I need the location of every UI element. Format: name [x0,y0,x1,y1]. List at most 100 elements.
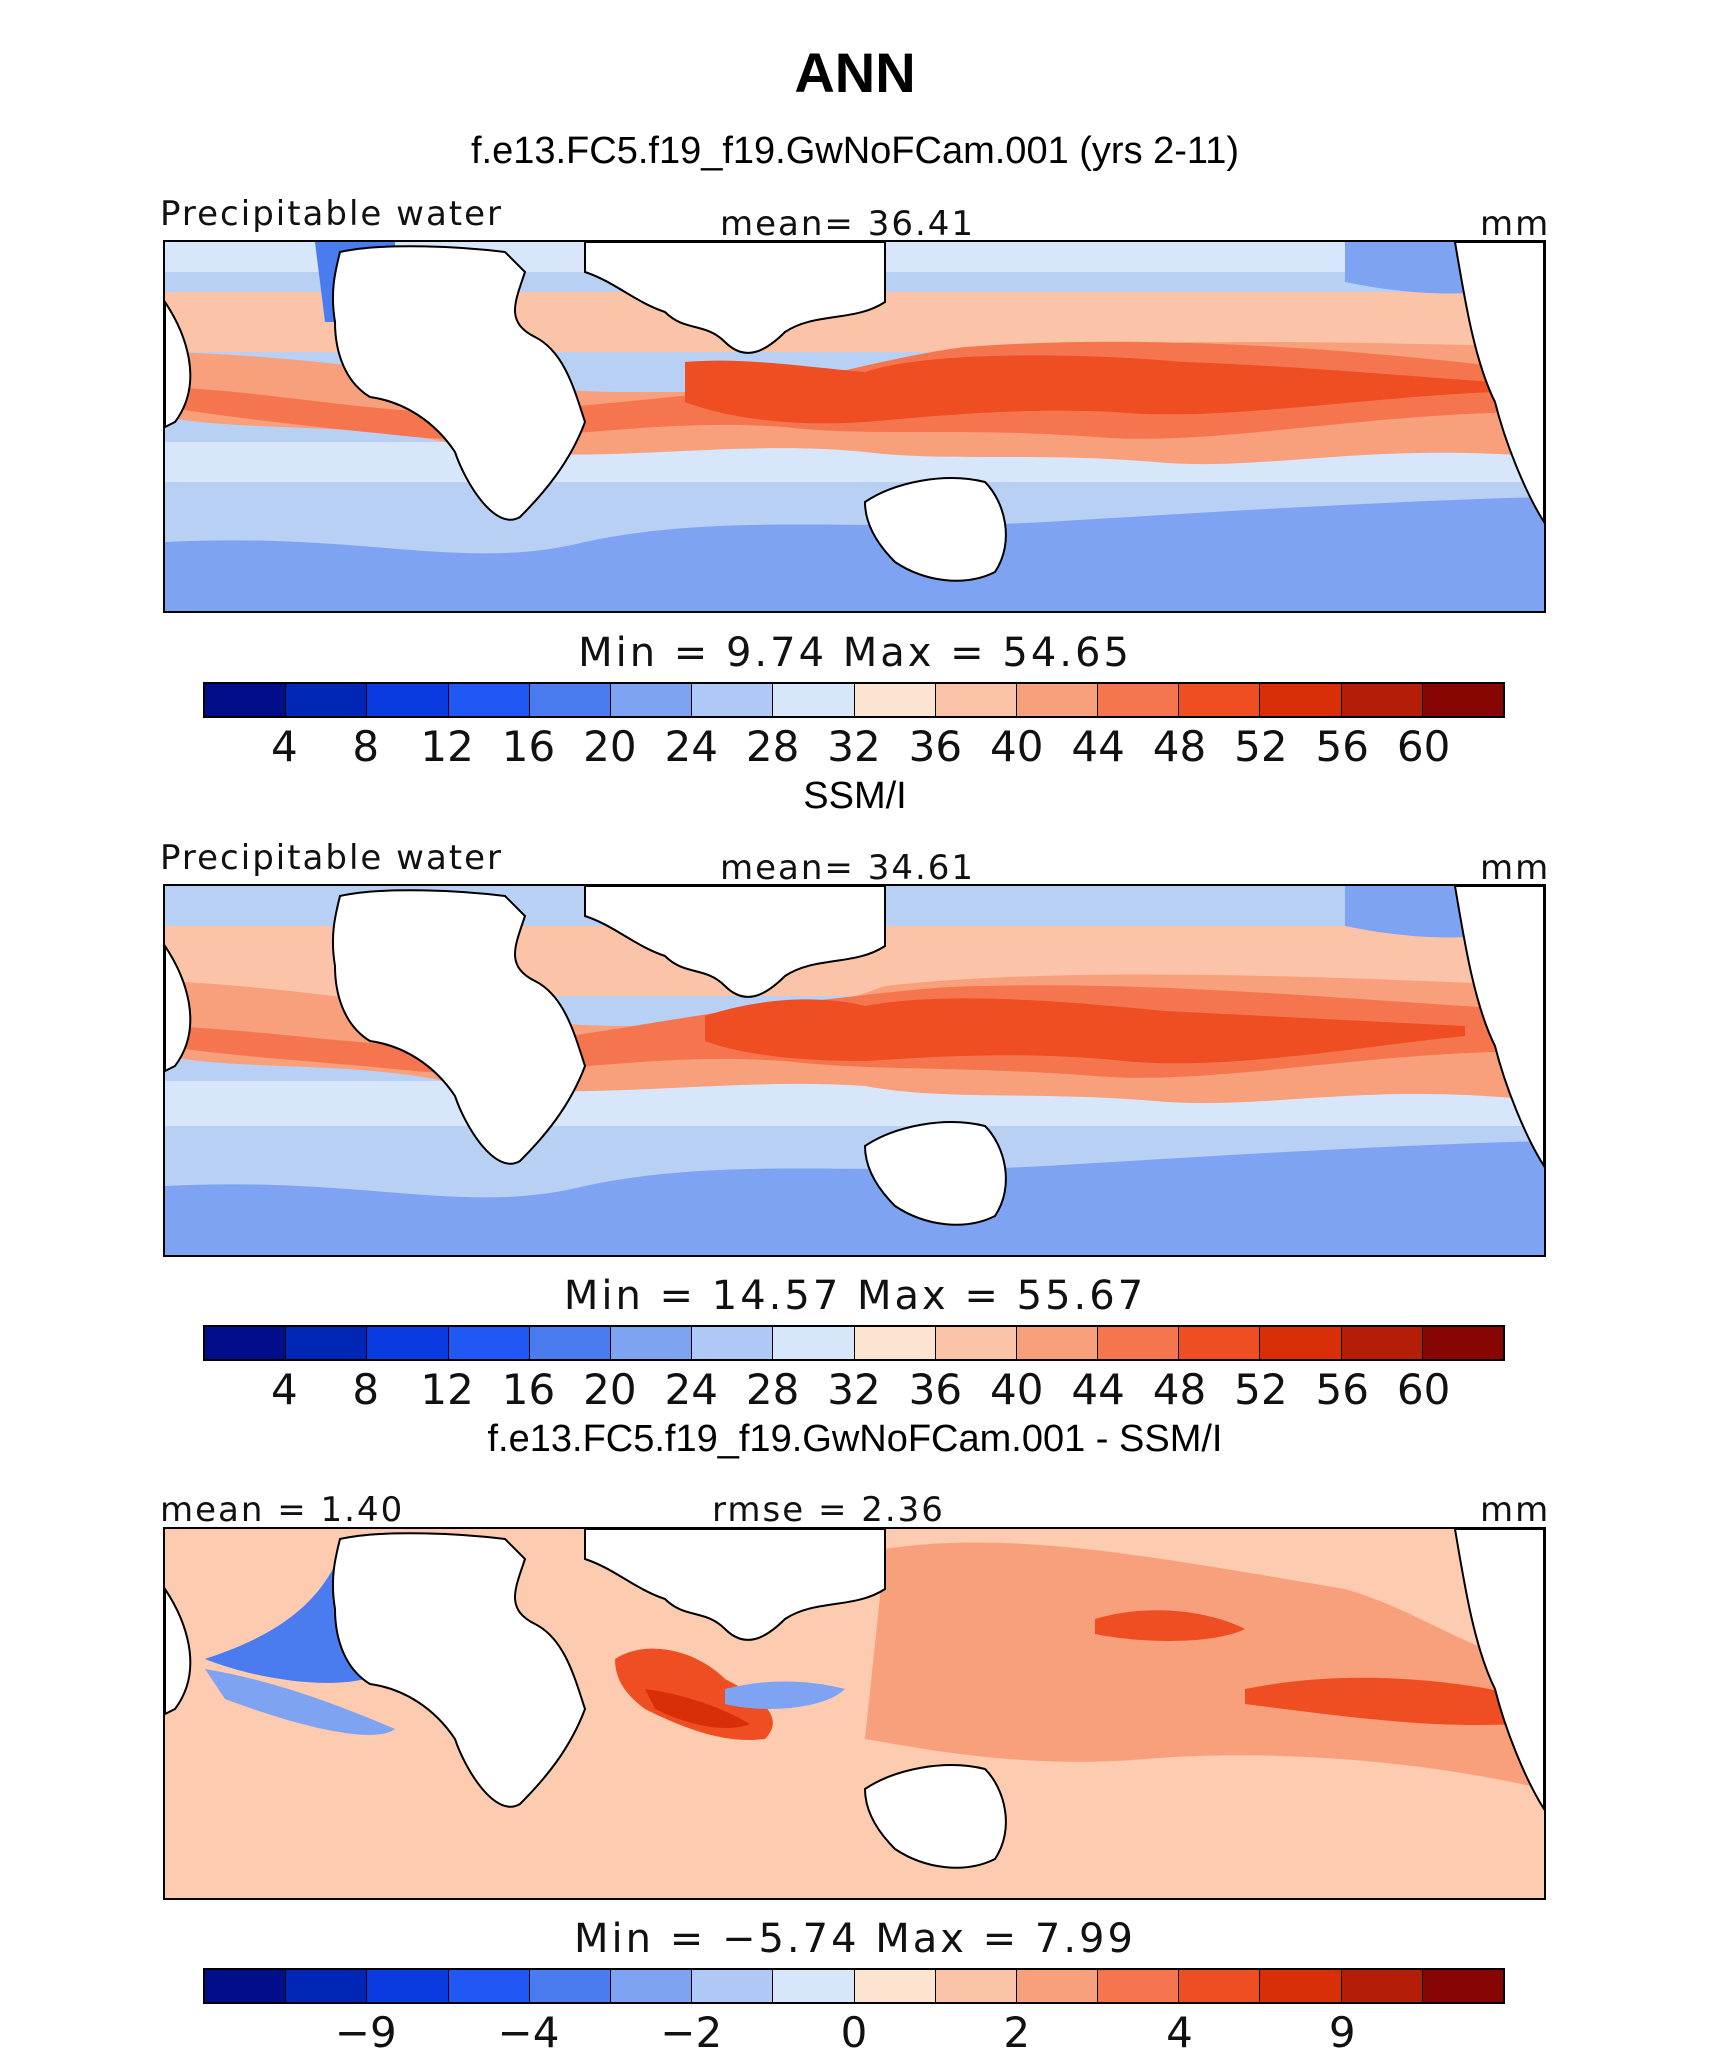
panel-2-variable: Precipitable water [160,838,504,878]
panel-2-tick-label: 20 [583,1365,637,1414]
panel-2-max-band [705,998,1465,1064]
panel-2-colorbar-swatch [610,1327,693,1359]
panel-3-units: mm [1480,1490,1551,1530]
panel-2-colorbar-swatch [854,1327,936,1359]
panel-2-australia [863,1121,1007,1226]
panel-2-tick-label: 28 [745,1365,800,1414]
panel-3-americas-east [165,1587,192,1716]
panel-2-tick-label: 24 [664,1365,718,1414]
panel-3-colorbar-swatch [367,1970,449,2002]
panel-2-tick-label: 44 [1071,1365,1125,1414]
panel-2-min-max: Min = 14.57 Max = 55.67 [563,1273,1147,1319]
panel-1-tick-label: 20 [583,722,637,771]
panel-2-colorbar-swatch [448,1327,530,1359]
panel-1-tick-label: 4 [271,722,298,771]
panel-1-max-band [685,355,1495,424]
panel-2-map [163,884,1546,1257]
panel-1-title: f.e13.FC5.f19_f19.GwNoFCam.001 (yrs 2-11… [470,130,1240,172]
panel-3-australia [863,1764,1007,1869]
panel-3-tick-label: −4 [497,2008,560,2057]
panel-3-colorbar-swatch [1016,1970,1099,2002]
panel-1-colorbar-swatch [448,684,530,716]
panel-3-colorbar-swatch [1179,1970,1261,2002]
panel-2-colorbar-swatch [935,1327,1017,1359]
panel-3-colorbar-swatch [448,1970,530,2002]
panel-3-tick-label: −2 [660,2008,723,2057]
panel-1-tick-label: 56 [1315,722,1369,771]
panel-3-title: f.e13.FC5.f19_f19.GwNoFCam.001 - SSM/I [487,1418,1223,1460]
panel-1-colorbar-swatch [1179,684,1261,716]
panel-3-tick-label: 9 [1328,2008,1356,2057]
panel-2-tick-label: 16 [501,1365,556,1414]
panel-3-min-max: Min = −5.74 Max = 7.99 [574,1916,1136,1962]
panel-1-tick-label: 52 [1234,722,1288,771]
panel-2-tick-label: 52 [1234,1365,1288,1414]
panel-2-tick-label: 40 [990,1365,1044,1414]
panel-2-colorbar [203,1325,1505,1361]
panel-2-tick-label: 36 [908,1365,963,1414]
panel-1-colorbar-swatch [1260,684,1342,716]
panel-2-africa [331,889,587,1165]
panel-2-tick-label: 60 [1396,1365,1451,1414]
panel-2-units: mm [1480,848,1551,888]
panel-1-colorbar-swatch [854,684,936,716]
panel-1-colorbar-swatch [529,684,611,716]
panel-3-colorbar-swatch [1341,1970,1423,2002]
panel-3-colorbar-swatch [1098,1970,1180,2002]
panel-2-tick-label: 12 [420,1365,474,1414]
panel-1-tick-label: 16 [501,722,556,771]
panel-2-colorbar-swatch [773,1327,855,1359]
panel-2-colorbar-swatch [529,1327,611,1359]
panel-1-colorbar [203,682,1505,718]
panel-1-tick-label: 48 [1152,722,1207,771]
panel-1-tick-label: 32 [827,722,881,771]
panel-1-australia [863,477,1007,582]
panel-3-colorbar-swatch [692,1970,774,2002]
panel-3-colorbar-swatch [286,1970,368,2002]
panel-3-colorbar-swatch [935,1970,1017,2002]
panel-3-africa [331,1532,587,1808]
panel-1-tick-label: 24 [664,722,718,771]
panel-2-title: SSM/I [803,775,907,817]
panel-2-mean: mean= 34.61 [720,848,976,888]
panel-1-mean: mean= 36.41 [720,204,976,244]
panel-1-colorbar-swatch [367,684,449,716]
panel-1-americas-east [165,300,192,429]
panel-1-tick-label: 44 [1071,722,1125,771]
panel-1-tick-label: 12 [420,722,474,771]
panel-2-tick-label: 8 [352,1365,380,1414]
figure-title: ANN [794,41,916,104]
panel-3-colorbar-swatch [205,1970,287,2002]
panel-3-map [163,1527,1546,1900]
panel-1-tick-label: 28 [745,722,800,771]
panel-3-americas-west [1453,1529,1544,1811]
panel-3-colorbar-swatch [1260,1970,1342,2002]
panel-1-colorbar-swatch [773,684,855,716]
panel-3-tick-label: −9 [334,2008,397,2057]
panel-2-colorbar-swatch [692,1327,774,1359]
panel-2-tick-label: 56 [1315,1365,1369,1414]
panel-3-pacific-anomaly [865,1542,1544,1789]
panel-2-colorbar-swatch [1260,1327,1342,1359]
panel-2-americas-west [1453,886,1544,1168]
panel-2-colorbar-swatch [1016,1327,1099,1359]
panel-1-colorbar-swatch [1016,684,1099,716]
panel-2-colorbar-swatch [1179,1327,1261,1359]
panel-1-asia [584,242,886,354]
panel-2-colorbar-swatch [1422,1327,1503,1359]
panel-3-east-pacific-max [1245,1677,1515,1725]
panel-3-colorbar-swatch [610,1970,693,2002]
panel-1-colorbar-swatch [692,684,774,716]
panel-3-colorbar-swatch [529,1970,611,2002]
panel-2-colorbar-swatch [1341,1327,1423,1359]
panel-3-tick-label: 4 [1166,2008,1193,2057]
panel-1-colorbar-swatch [1422,684,1503,716]
panel-1-colorbar-swatch [610,684,693,716]
panel-1-units: mm [1480,204,1551,244]
panel-1-africa [331,245,587,521]
panel-1-map [163,240,1546,613]
panel-2-tick-label: 32 [827,1365,881,1414]
panel-2-americas-east [165,944,192,1073]
panel-2-asia [584,886,886,998]
panel-2-colorbar-swatch [367,1327,449,1359]
